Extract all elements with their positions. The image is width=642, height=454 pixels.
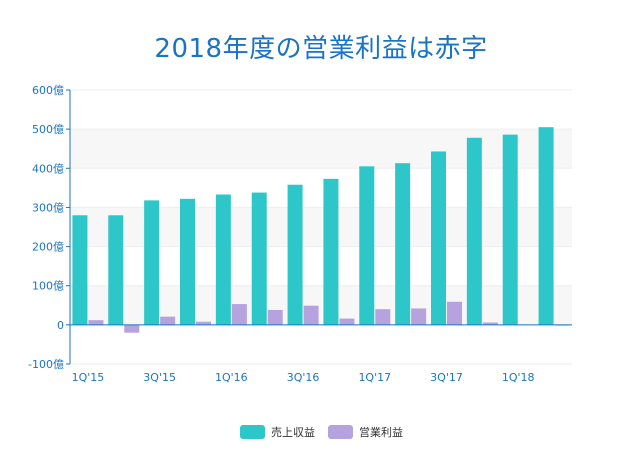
- y-tick-label: 400億: [32, 162, 64, 175]
- bar-revenue: [287, 184, 303, 325]
- bar-revenue: [180, 198, 195, 325]
- bar-operating-profit: [303, 305, 319, 325]
- bar-operating-profit: [196, 321, 211, 325]
- bar-revenue: [538, 127, 554, 325]
- x-tick-label: 1Q'15: [72, 371, 105, 384]
- bar-revenue: [395, 163, 411, 325]
- bar-revenue: [466, 137, 482, 325]
- x-tick-label: 1Q'17: [358, 371, 391, 384]
- y-tick-label: 0: [57, 319, 64, 332]
- bar-operating-profit: [160, 316, 176, 325]
- grid-band: [70, 129, 572, 169]
- y-tick-label: -100億: [28, 358, 64, 371]
- bar-revenue: [144, 200, 160, 325]
- x-tick-label: 3Q'16: [287, 371, 320, 384]
- x-tick-label: 3Q'17: [430, 371, 463, 384]
- legend-swatch-revenue: [240, 425, 265, 439]
- bar-operating-profit: [482, 322, 498, 325]
- bar-revenue: [359, 166, 375, 325]
- bar-operating-profit: [447, 301, 462, 325]
- bar-revenue: [108, 215, 124, 325]
- legend-label-operating-profit: 営業利益: [359, 425, 403, 439]
- bar-operating-profit: [231, 304, 247, 325]
- bar-operating-profit: [339, 318, 355, 325]
- bar-operating-profit: [375, 309, 391, 325]
- bar-revenue: [323, 178, 339, 325]
- bar-operating-profit: [411, 308, 427, 325]
- bar-revenue: [72, 215, 88, 325]
- y-tick-label: 200億: [32, 241, 64, 254]
- legend-swatch-operating-profit: [328, 425, 353, 439]
- y-tick-label: 600億: [32, 84, 64, 97]
- y-tick-label: 300億: [32, 201, 64, 214]
- chart-title: 2018年度の営業利益は赤字: [154, 34, 488, 64]
- bar-operating-profit: [267, 309, 283, 325]
- bar-operating-profit: [88, 320, 104, 325]
- bar-revenue: [251, 192, 267, 325]
- bar-revenue: [431, 151, 446, 325]
- x-tick-label: 1Q'16: [215, 371, 248, 384]
- legend-label-revenue: 売上収益: [271, 425, 315, 439]
- x-tick-label: 3Q'15: [143, 371, 176, 384]
- bar-revenue: [502, 134, 518, 325]
- x-tick-label: 1Q'18: [502, 371, 535, 384]
- bar-operating-profit: [124, 324, 140, 333]
- y-tick-label: 500億: [32, 123, 64, 136]
- bar-revenue: [215, 194, 231, 325]
- y-tick-label: 100億: [32, 280, 64, 293]
